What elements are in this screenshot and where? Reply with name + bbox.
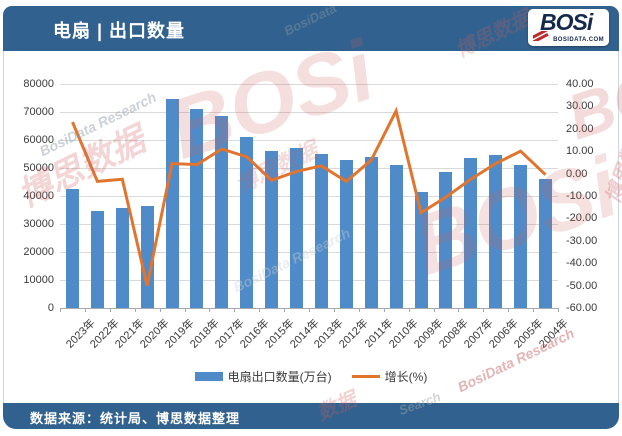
bar-2008年 (439, 172, 453, 308)
x-tick (383, 308, 385, 312)
gridline (60, 140, 558, 141)
bar-2017年 (215, 116, 229, 308)
x-tick (358, 308, 360, 312)
bar-swatch-icon (194, 372, 223, 381)
gridline (60, 168, 558, 169)
chart-legend: 电扇出口数量(万台) 增长(%) (0, 368, 622, 385)
right-axis-label: 10.00 (566, 145, 594, 157)
legend-item-bar: 电扇出口数量(万台) (194, 368, 332, 385)
left-axis-label: 40000 (23, 190, 54, 202)
bar-2018年 (190, 109, 204, 308)
bosidata-logo[interactable]: BOSi BOSIDATA.COM (528, 9, 609, 46)
bar-2020年 (140, 206, 154, 308)
bar-2007年 (464, 158, 478, 308)
page-title: 电扇 | 出口数量 (53, 21, 186, 41)
bar-2012年 (339, 159, 353, 308)
legend-line-label: 增长(%) (384, 370, 428, 384)
right-axis-label: 0.00 (566, 168, 588, 180)
x-tick (558, 308, 559, 312)
left-axis-label: 60000 (23, 134, 54, 146)
bar-2015年 (265, 151, 279, 308)
x-tick (234, 308, 236, 312)
bar-2005年 (514, 164, 528, 308)
data-source-note: 数据来源：统计局、博思数据整理 (30, 411, 241, 426)
logo-wordmark: BOSi (540, 9, 593, 35)
x-tick (284, 308, 286, 312)
legend-item-line: 增长(%) (351, 368, 428, 385)
x-tick (209, 308, 211, 312)
x-tick (159, 308, 161, 312)
x-tick (309, 308, 310, 312)
bar-2016年 (240, 137, 254, 308)
x-tick (483, 308, 485, 312)
bar-2014年 (290, 148, 304, 308)
gridline (60, 224, 558, 225)
right-axis-label: -20.00 (566, 212, 598, 224)
bar-2006年 (489, 154, 503, 308)
left-axis-label: 30000 (23, 218, 54, 230)
gridline (60, 112, 558, 113)
bar-2010年 (389, 165, 403, 308)
right-axis-label: -30.00 (566, 235, 598, 247)
bar-2011年 (364, 156, 378, 308)
line-swatch-icon (351, 375, 380, 378)
x-tick (134, 308, 136, 312)
bar-2019年 (165, 99, 179, 308)
gridline (60, 252, 558, 253)
footer-bar: 数据来源：统计局、博思数据整理 (3, 403, 619, 429)
right-axis-label: 30.00 (566, 100, 594, 112)
x-tick (84, 308, 86, 312)
legend-bar-label: 电扇出口数量(万台) (227, 370, 332, 384)
left-axis-label: 10000 (23, 274, 54, 286)
logo-domain: BOSIDATA.COM (553, 37, 604, 43)
gridline (60, 280, 558, 281)
x-tick (109, 308, 111, 312)
bar-2023年 (66, 189, 79, 308)
right-axis-label: 40.00 (566, 78, 594, 90)
bar-2013年 (314, 154, 328, 308)
x-tick (184, 308, 186, 312)
left-axis-label: 80000 (23, 78, 54, 90)
bar-2009年 (414, 191, 428, 308)
left-axis-label: 50000 (23, 162, 54, 174)
right-axis-label: 20.00 (566, 123, 594, 135)
x-tick (433, 308, 435, 312)
header-bar: 电扇 | 出口数量 (3, 6, 619, 51)
right-axis-label: -60.00 (566, 302, 598, 314)
left-axis-label: 20000 (23, 246, 54, 258)
right-axis-label: -50.00 (566, 280, 598, 292)
x-tick (408, 308, 410, 312)
x-tick (508, 308, 510, 312)
bar-2022年 (90, 211, 104, 308)
left-axis-label: 70000 (23, 106, 54, 118)
x-tick (458, 308, 460, 312)
bar-2004年 (539, 179, 552, 308)
left-axis-label: 0 (47, 302, 54, 314)
right-axis-label: -40.00 (566, 257, 598, 269)
right-axis-label: -10.00 (566, 190, 598, 202)
x-tick (333, 308, 335, 312)
x-tick (60, 308, 61, 312)
gridline (60, 196, 558, 197)
x-tick (533, 308, 535, 312)
bar-2021年 (115, 208, 129, 308)
gridline (60, 84, 558, 85)
x-tick (259, 308, 261, 312)
